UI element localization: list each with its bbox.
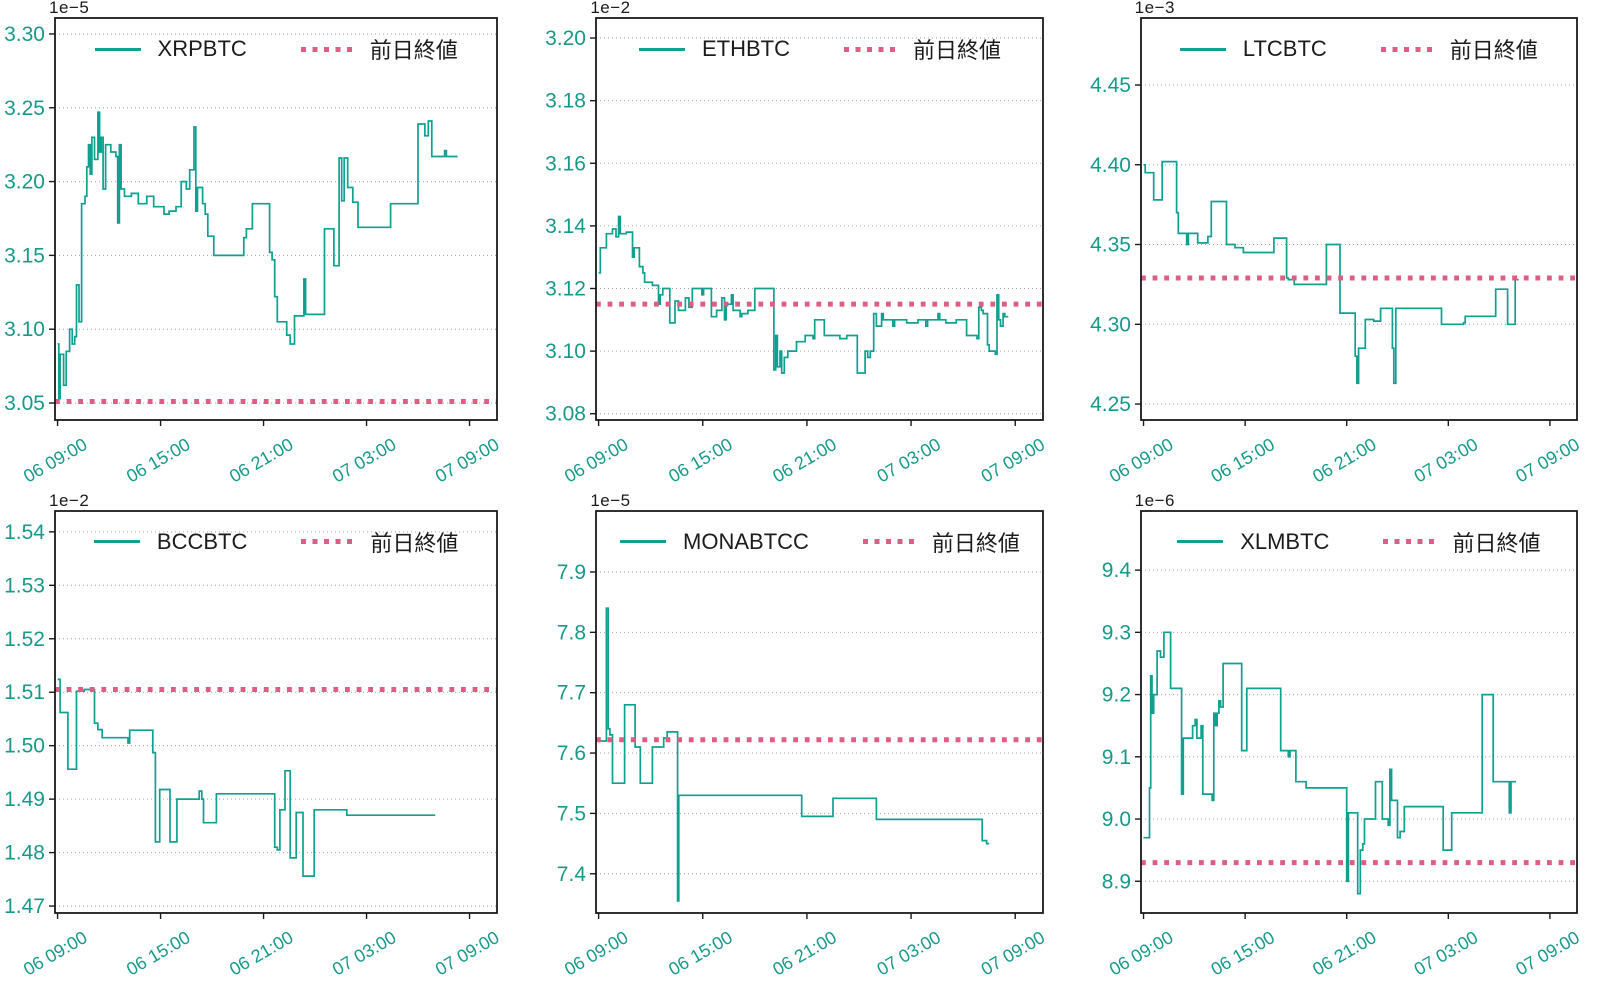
x-tick-label: 07 09:00: [978, 434, 1049, 486]
x-tick-label: 06 09:00: [20, 927, 91, 979]
y-tick-label: 7.4: [557, 862, 587, 885]
x-tick-label: 06 21:00: [226, 927, 297, 979]
x-tick-label: 06 21:00: [770, 927, 841, 979]
price-step-line: [598, 215, 1009, 374]
x-tick-label: 06 09:00: [20, 434, 91, 486]
y-tick-label: 4.35: [1090, 234, 1131, 257]
price-step-line: [1143, 160, 1519, 385]
x-tick-label: 06 09:00: [1106, 434, 1177, 486]
y-tick-label: 3.30: [4, 23, 45, 46]
x-tick-label: 06 15:00: [123, 927, 194, 979]
axes-frame: [595, 17, 1045, 421]
x-tick-label: 07 09:00: [432, 434, 503, 486]
y-tick-label: 7.7: [557, 681, 586, 704]
x-tick-label: 06 15:00: [1207, 434, 1278, 486]
x-tick-label: 07 03:00: [874, 434, 945, 486]
y-tick-label: 9.4: [1101, 559, 1131, 582]
y-tick-label: 9.3: [1101, 621, 1130, 644]
y-tick-label: 3.14: [545, 215, 586, 238]
ethbtc-plot-canvas: 3.08 3.10 3.12 3.14 3.16 3.18 3.20 06 09:00 06 1…: [545, 17, 1049, 486]
price-step-line: [57, 678, 436, 877]
y-tick-label: 9.0: [1101, 808, 1130, 831]
chart-panel-bccbtc: 1.47 1.48 1.49 1.50 1.51 1.52 1.53 1.54 06 09:00…: [0, 490, 533, 985]
price-step-line: [57, 111, 458, 400]
x-tick-label: 06 09:00: [1106, 927, 1177, 979]
price-step-line: [1143, 630, 1516, 895]
axis-scale-offset: 1e−2: [590, 0, 631, 17]
x-tick-label: 06 15:00: [665, 434, 736, 486]
axis-scale-offset: 1e−5: [590, 490, 631, 510]
y-tick-label: 3.18: [545, 90, 586, 113]
chart-panel-ethbtc: 3.08 3.10 3.12 3.14 3.16 3.18 3.20 06 09:00 06 1…: [533, 0, 1066, 493]
xrpbtc-plot-canvas: 3.05 3.10 3.15 3.20 3.25 3.30 06 09:00 06 15:00…: [4, 17, 503, 486]
x-tick-label: 07 09:00: [978, 927, 1049, 979]
y-tick-label: 4.45: [1090, 74, 1131, 97]
axes-frame: [1139, 509, 1578, 914]
x-tick-label: 06 21:00: [770, 434, 841, 486]
y-tick-label: 1.51: [4, 681, 45, 704]
x-tick-label: 06 15:00: [123, 434, 194, 486]
axis-scale-offset: 1e−6: [1134, 490, 1175, 510]
chart-panel-xrpbtc: 3.05 3.10 3.15 3.20 3.25 3.30 06 09:00 06 15:00…: [0, 0, 533, 493]
y-tick-label: 3.12: [545, 278, 586, 301]
bccbtc-plot-canvas: 1.47 1.48 1.49 1.50 1.51 1.52 1.53 1.54 06 09:00…: [4, 509, 503, 979]
y-tick-label: 3.20: [4, 171, 45, 194]
x-tick-label: 07 03:00: [1410, 434, 1481, 486]
x-tick-label: 07 09:00: [1512, 434, 1583, 486]
y-tick-label: 9.2: [1101, 683, 1130, 706]
axis-scale-offset: 1e−2: [49, 490, 90, 510]
y-tick-label: 4.25: [1090, 393, 1131, 416]
x-tick-label: 06 15:00: [1207, 927, 1278, 979]
chart-panel-xlmbtc: 8.9 9.0 9.1 9.2 9.3 9.4 06 09:00 06 15:00 06 21:…: [1067, 490, 1600, 985]
x-tick-label: 07 03:00: [1410, 927, 1481, 979]
y-tick-label: 1.54: [4, 520, 45, 543]
y-tick-label: 3.20: [545, 27, 586, 50]
axes-frame: [54, 509, 498, 914]
x-tick-label: 07 03:00: [329, 927, 400, 979]
y-tick-label: 7.8: [557, 621, 586, 644]
x-tick-label: 06 21:00: [1309, 434, 1380, 486]
axis-scale-offset: 1e−5: [49, 0, 90, 17]
y-tick-label: 3.25: [4, 97, 45, 120]
y-tick-label: 1.50: [4, 734, 45, 757]
y-tick-label: 9.1: [1101, 745, 1130, 768]
ltcbtc-plot-canvas: 4.25 4.30 4.35 4.40 4.45 06 09:00 06 15:00 06 2…: [1090, 17, 1583, 486]
y-tick-label: 4.40: [1090, 154, 1131, 177]
y-tick-label: 1.53: [4, 574, 45, 597]
xlmbtc-plot-canvas: 8.9 9.0 9.1 9.2 9.3 9.4 06 09:00 06 15:00 06 21:…: [1101, 509, 1583, 979]
y-tick-label: 3.10: [4, 318, 45, 341]
y-tick-label: 1.47: [4, 895, 45, 918]
x-tick-label: 07 09:00: [1512, 927, 1583, 979]
x-tick-label: 07 09:00: [432, 927, 503, 979]
chart-panel-ltcbtc: 4.25 4.30 4.35 4.40 4.45 06 09:00 06 15:00 06 2…: [1067, 0, 1600, 493]
y-tick-label: 7.5: [557, 802, 586, 825]
x-tick-label: 06 15:00: [665, 927, 736, 979]
y-tick-label: 3.08: [545, 403, 586, 426]
axes-frame: [595, 509, 1045, 914]
y-tick-label: 7.9: [557, 560, 586, 583]
axes-frame: [54, 17, 498, 421]
y-tick-label: 7.6: [557, 742, 586, 765]
axis-scale-offset: 1e−3: [1134, 0, 1175, 17]
price-step-line: [598, 606, 990, 902]
x-tick-label: 07 03:00: [874, 927, 945, 979]
y-tick-label: 3.10: [545, 340, 586, 363]
y-tick-label: 1.52: [4, 627, 45, 650]
y-tick-label: 3.15: [4, 244, 45, 267]
x-tick-label: 06 21:00: [226, 434, 297, 486]
y-tick-label: 1.49: [4, 788, 45, 811]
monabtcc-plot-canvas: 7.4 7.5 7.6 7.7 7.8 7.9 06 09:00 06 15:00 06 21:…: [557, 509, 1049, 979]
x-tick-label: 06 21:00: [1309, 927, 1380, 979]
x-tick-label: 06 09:00: [561, 927, 632, 979]
y-tick-label: 1.48: [4, 841, 45, 864]
x-tick-label: 06 09:00: [561, 434, 632, 486]
x-tick-label: 07 03:00: [329, 434, 400, 486]
y-tick-label: 3.16: [545, 152, 586, 175]
y-tick-label: 8.9: [1101, 870, 1130, 893]
y-tick-label: 3.05: [4, 392, 45, 415]
chart-panel-monabtcc: 7.4 7.5 7.6 7.7 7.8 7.9 06 09:00 06 15:00 06 21:…: [533, 490, 1066, 985]
y-tick-label: 4.30: [1090, 313, 1131, 336]
axes-frame: [1139, 17, 1578, 421]
